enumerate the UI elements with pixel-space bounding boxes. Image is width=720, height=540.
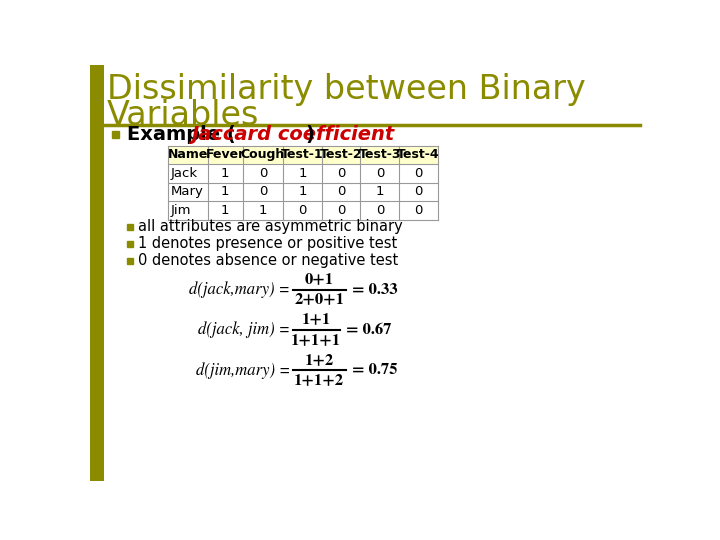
Text: 1+1+1: 1+1+1 <box>291 333 341 347</box>
Text: 0: 0 <box>298 204 307 217</box>
Text: Test-3: Test-3 <box>359 148 401 161</box>
Text: 0: 0 <box>258 185 267 198</box>
Text: d(jack, jim) =: d(jack, jim) = <box>198 321 290 338</box>
Text: 1: 1 <box>298 167 307 180</box>
Text: 0+1: 0+1 <box>305 273 334 287</box>
Text: d(jack,mary) =: d(jack,mary) = <box>189 281 290 298</box>
Text: 1: 1 <box>376 185 384 198</box>
Text: 1: 1 <box>221 167 230 180</box>
Text: 0: 0 <box>337 185 346 198</box>
Text: all attributes are asymmetric binary: all attributes are asymmetric binary <box>138 219 402 234</box>
Text: 1: 1 <box>221 185 230 198</box>
Text: 2+0+1: 2+0+1 <box>294 293 344 307</box>
Text: = 0.75: = 0.75 <box>352 363 397 377</box>
Text: = 0.67: = 0.67 <box>346 323 391 336</box>
Text: Variables: Variables <box>107 99 259 132</box>
Text: 0: 0 <box>376 167 384 180</box>
Bar <box>168 146 438 164</box>
Text: 1+2: 1+2 <box>305 354 334 368</box>
Text: 1+1+2: 1+1+2 <box>294 374 344 388</box>
Text: ): ) <box>305 125 315 144</box>
Text: = 0.33: = 0.33 <box>352 282 397 296</box>
Text: 1: 1 <box>221 204 230 217</box>
Text: d(jim,mary) =: d(jim,mary) = <box>196 362 290 379</box>
Text: Test-2: Test-2 <box>320 148 362 161</box>
Text: Mary: Mary <box>171 185 204 198</box>
Text: 0: 0 <box>415 167 423 180</box>
Text: 1+1: 1+1 <box>302 313 331 327</box>
Text: 0 denotes absence or negative test: 0 denotes absence or negative test <box>138 253 398 268</box>
Text: Name: Name <box>168 148 208 161</box>
Text: Example (: Example ( <box>127 125 236 144</box>
Text: 1 denotes presence or positive test: 1 denotes presence or positive test <box>138 236 397 251</box>
Bar <box>127 224 133 231</box>
Bar <box>90 65 104 481</box>
Text: Jack: Jack <box>171 167 198 180</box>
Text: 1: 1 <box>298 185 307 198</box>
Text: Test-4: Test-4 <box>397 148 440 161</box>
Bar <box>112 131 119 138</box>
Text: Jaccard coefficient: Jaccard coefficient <box>191 125 394 144</box>
Text: 0: 0 <box>415 204 423 217</box>
Text: 0: 0 <box>258 167 267 180</box>
Bar <box>127 241 133 247</box>
Text: Jim: Jim <box>171 204 191 217</box>
Text: 1: 1 <box>258 204 267 217</box>
Text: 0: 0 <box>337 167 346 180</box>
Text: Cough: Cough <box>240 148 285 161</box>
Text: 0: 0 <box>337 204 346 217</box>
Text: Dissimilarity between Binary: Dissimilarity between Binary <box>107 72 586 105</box>
Text: 0: 0 <box>415 185 423 198</box>
Text: Fever: Fever <box>206 148 245 161</box>
Text: 0: 0 <box>376 204 384 217</box>
Bar <box>127 258 133 264</box>
Text: Test-1: Test-1 <box>281 148 324 161</box>
